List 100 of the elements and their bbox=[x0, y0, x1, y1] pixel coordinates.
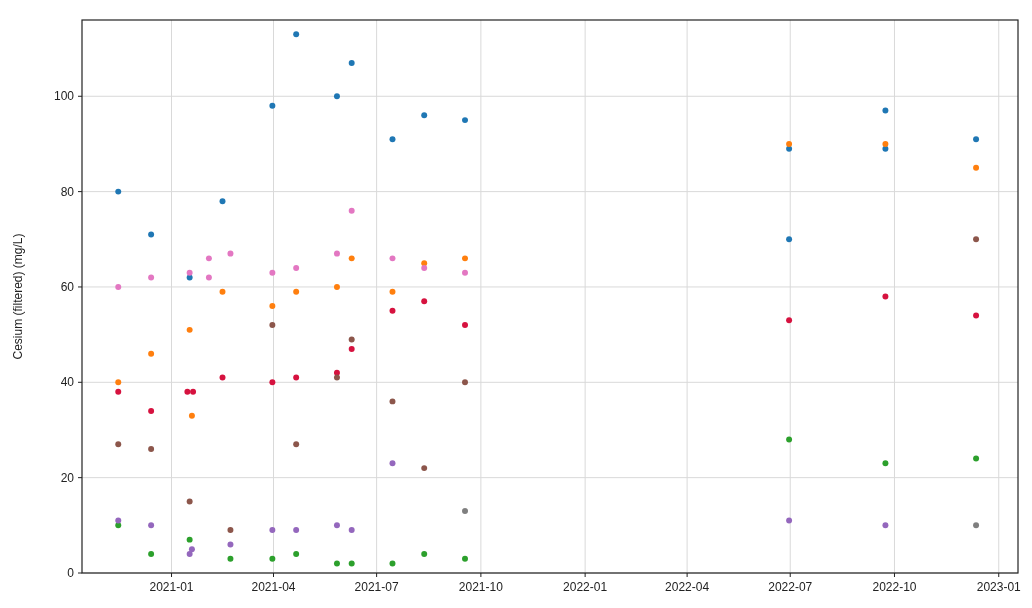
y-tick-label: 0 bbox=[67, 566, 75, 580]
point bbox=[186, 536, 193, 543]
y-axis-title: Cesium (filtered) (mg/L) bbox=[11, 233, 25, 360]
point bbox=[389, 255, 396, 262]
point bbox=[186, 550, 193, 557]
point bbox=[421, 550, 428, 557]
point bbox=[389, 307, 396, 314]
point bbox=[293, 288, 300, 295]
point bbox=[148, 274, 155, 281]
point bbox=[348, 336, 355, 343]
point bbox=[269, 322, 276, 329]
point bbox=[786, 317, 793, 324]
point bbox=[348, 560, 355, 567]
point bbox=[269, 379, 276, 386]
point bbox=[148, 231, 155, 238]
point bbox=[786, 517, 793, 524]
point bbox=[421, 112, 428, 119]
x-tick-label: 2021-10 bbox=[458, 580, 504, 594]
point bbox=[389, 288, 396, 295]
point bbox=[333, 283, 340, 290]
y-tick-label: 80 bbox=[60, 184, 75, 199]
point bbox=[421, 264, 428, 271]
x-tick-label: 2022-07 bbox=[768, 580, 813, 594]
point bbox=[882, 293, 889, 300]
point bbox=[348, 59, 355, 66]
point bbox=[882, 145, 889, 152]
point bbox=[973, 236, 980, 243]
point bbox=[389, 398, 396, 405]
point bbox=[462, 555, 468, 562]
point bbox=[882, 107, 889, 114]
point bbox=[973, 164, 980, 171]
point bbox=[882, 460, 889, 467]
point bbox=[462, 508, 468, 514]
point bbox=[115, 283, 122, 290]
point bbox=[348, 207, 355, 214]
point bbox=[148, 350, 155, 357]
point bbox=[269, 102, 276, 109]
point bbox=[293, 31, 300, 38]
x-tick-label: 2021-01 bbox=[149, 580, 194, 594]
point bbox=[269, 555, 276, 562]
point bbox=[882, 522, 889, 529]
point bbox=[462, 269, 468, 276]
point bbox=[186, 326, 193, 333]
x-tick-label: 2023-01 bbox=[976, 580, 1022, 594]
point bbox=[188, 546, 195, 553]
point bbox=[973, 312, 980, 319]
point bbox=[293, 550, 300, 557]
point bbox=[219, 374, 226, 381]
point bbox=[188, 412, 195, 419]
point bbox=[148, 522, 155, 529]
point bbox=[421, 260, 428, 267]
y-tick-label: 20 bbox=[60, 470, 75, 485]
point bbox=[293, 441, 300, 448]
y-tick-label: 60 bbox=[60, 279, 75, 294]
point bbox=[348, 255, 355, 262]
y-tick-label: 100 bbox=[53, 89, 75, 104]
point bbox=[462, 117, 468, 124]
x-tick-label: 2022-04 bbox=[665, 580, 710, 594]
point bbox=[227, 541, 234, 548]
point bbox=[115, 522, 122, 529]
x-tick-label: 2021-07 bbox=[354, 580, 399, 594]
point bbox=[148, 407, 155, 414]
point bbox=[219, 198, 226, 205]
point bbox=[786, 236, 793, 243]
point bbox=[115, 379, 122, 386]
point bbox=[973, 522, 980, 529]
point bbox=[293, 374, 300, 381]
point bbox=[293, 527, 300, 534]
point bbox=[333, 374, 340, 381]
point bbox=[269, 303, 276, 310]
point bbox=[333, 250, 340, 257]
point bbox=[421, 465, 428, 472]
point bbox=[293, 264, 300, 271]
point bbox=[148, 550, 155, 557]
point bbox=[333, 560, 340, 567]
point bbox=[115, 441, 122, 448]
point bbox=[205, 255, 212, 262]
point bbox=[115, 188, 122, 195]
point bbox=[219, 288, 226, 295]
point bbox=[462, 322, 468, 329]
point bbox=[389, 460, 396, 467]
point bbox=[227, 250, 234, 257]
point bbox=[186, 498, 193, 505]
point bbox=[462, 379, 468, 386]
point bbox=[462, 255, 468, 262]
point bbox=[333, 93, 340, 100]
point bbox=[786, 140, 793, 147]
point bbox=[348, 527, 355, 534]
point bbox=[973, 136, 980, 143]
point bbox=[227, 527, 234, 534]
point bbox=[348, 345, 355, 352]
point bbox=[786, 436, 793, 443]
point bbox=[184, 388, 191, 395]
y-tick-label: 40 bbox=[60, 375, 75, 390]
point bbox=[115, 517, 122, 524]
point bbox=[882, 140, 889, 147]
x-tick-label: 2022-10 bbox=[872, 580, 917, 594]
point bbox=[190, 388, 197, 395]
x-tick-label: 2021-04 bbox=[251, 580, 296, 594]
point bbox=[148, 446, 155, 453]
